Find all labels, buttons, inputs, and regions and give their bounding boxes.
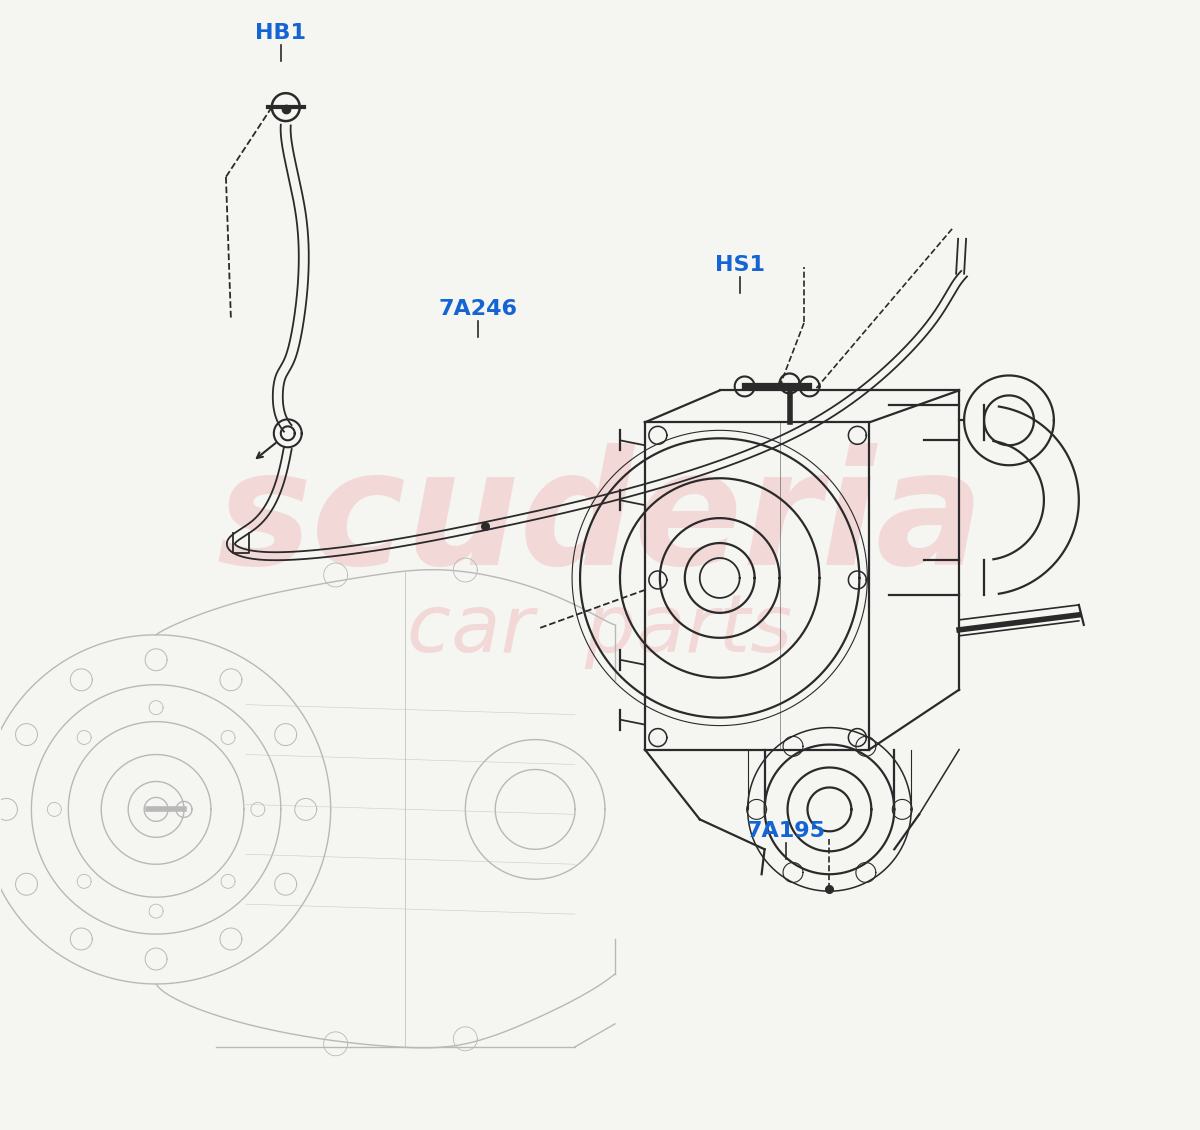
Text: car  parts: car parts [407,591,793,669]
Text: HB1: HB1 [256,24,306,43]
Text: scuderia: scuderia [216,443,984,598]
Text: 7A195: 7A195 [746,822,826,842]
Text: 7A246: 7A246 [439,298,517,319]
Text: HS1: HS1 [715,254,764,275]
